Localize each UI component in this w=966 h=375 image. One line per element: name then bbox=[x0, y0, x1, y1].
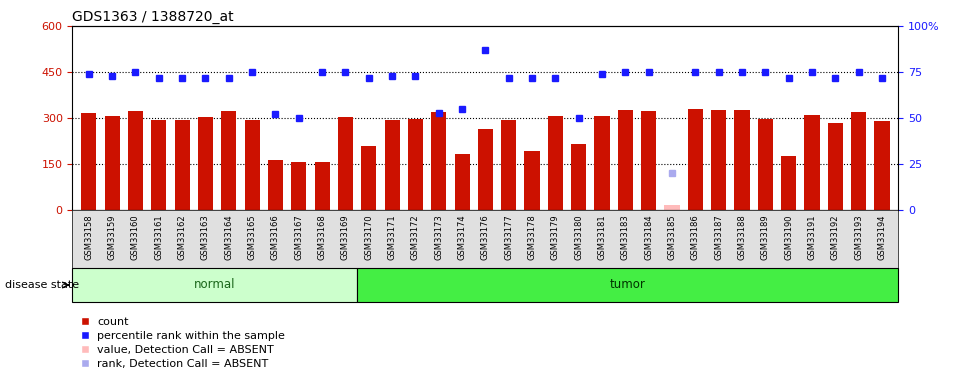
Text: GSM33174: GSM33174 bbox=[458, 214, 467, 260]
Legend: count, percentile rank within the sample, value, Detection Call = ABSENT, rank, : count, percentile rank within the sample… bbox=[78, 316, 285, 369]
Bar bbox=[268, 160, 283, 210]
Text: GSM33194: GSM33194 bbox=[877, 214, 887, 260]
Text: GSM33164: GSM33164 bbox=[224, 214, 233, 260]
Bar bbox=[478, 129, 493, 210]
Text: GSM33186: GSM33186 bbox=[691, 214, 700, 260]
Bar bbox=[618, 110, 633, 210]
Text: GSM33159: GSM33159 bbox=[107, 214, 117, 260]
Bar bbox=[361, 146, 377, 210]
Text: GSM33169: GSM33169 bbox=[341, 214, 350, 260]
Bar bbox=[244, 120, 260, 210]
Bar bbox=[408, 119, 423, 210]
Bar bbox=[828, 123, 843, 210]
Text: GSM33167: GSM33167 bbox=[295, 214, 303, 260]
Text: GSM33188: GSM33188 bbox=[738, 214, 747, 260]
Bar bbox=[641, 111, 656, 210]
Text: normal: normal bbox=[194, 279, 236, 291]
Bar bbox=[805, 115, 819, 210]
Text: GSM33181: GSM33181 bbox=[598, 214, 607, 260]
Text: GSM33162: GSM33162 bbox=[178, 214, 186, 260]
Bar bbox=[501, 120, 517, 210]
Bar bbox=[128, 111, 143, 210]
Text: GSM33191: GSM33191 bbox=[808, 214, 816, 260]
Bar bbox=[175, 120, 189, 210]
Bar bbox=[198, 117, 213, 210]
Bar bbox=[357, 268, 898, 302]
Text: GSM33172: GSM33172 bbox=[411, 214, 420, 260]
Bar bbox=[734, 111, 750, 210]
Text: GSM33173: GSM33173 bbox=[435, 214, 443, 260]
Bar bbox=[431, 112, 446, 210]
Text: GSM33192: GSM33192 bbox=[831, 214, 839, 260]
Text: GSM33158: GSM33158 bbox=[84, 214, 94, 260]
Bar bbox=[665, 206, 680, 210]
Text: GSM33176: GSM33176 bbox=[481, 214, 490, 260]
Text: GSM33160: GSM33160 bbox=[131, 214, 140, 260]
Text: GDS1363 / 1388720_at: GDS1363 / 1388720_at bbox=[72, 10, 234, 24]
Bar bbox=[152, 120, 166, 210]
Bar bbox=[594, 116, 610, 210]
Text: GSM33163: GSM33163 bbox=[201, 214, 210, 260]
Text: GSM33168: GSM33168 bbox=[318, 214, 327, 260]
Text: GSM33161: GSM33161 bbox=[155, 214, 163, 260]
Text: GSM33180: GSM33180 bbox=[574, 214, 583, 260]
Bar bbox=[454, 154, 469, 210]
Bar bbox=[851, 112, 867, 210]
Bar bbox=[781, 156, 796, 210]
Text: GSM33166: GSM33166 bbox=[270, 214, 280, 260]
Text: GSM33179: GSM33179 bbox=[551, 214, 560, 260]
Bar bbox=[571, 144, 586, 210]
Bar bbox=[221, 111, 237, 210]
Bar bbox=[874, 121, 890, 210]
Text: GSM33189: GSM33189 bbox=[761, 214, 770, 260]
Bar bbox=[525, 151, 540, 210]
Text: GSM33193: GSM33193 bbox=[854, 214, 864, 260]
Bar bbox=[315, 162, 329, 210]
Bar bbox=[104, 116, 120, 210]
Text: GSM33177: GSM33177 bbox=[504, 214, 513, 260]
Bar bbox=[384, 120, 400, 210]
Bar bbox=[711, 111, 726, 210]
Text: GSM33190: GSM33190 bbox=[784, 214, 793, 260]
Text: GSM33165: GSM33165 bbox=[247, 214, 257, 260]
Text: GSM33170: GSM33170 bbox=[364, 214, 373, 260]
Text: GSM33185: GSM33185 bbox=[668, 214, 676, 260]
Bar bbox=[81, 112, 97, 210]
Text: GSM33178: GSM33178 bbox=[527, 214, 536, 260]
Bar bbox=[688, 109, 703, 210]
Text: GSM33184: GSM33184 bbox=[644, 214, 653, 260]
Text: GSM33187: GSM33187 bbox=[714, 214, 724, 260]
Text: GSM33183: GSM33183 bbox=[621, 214, 630, 260]
Bar bbox=[291, 162, 306, 210]
Bar bbox=[757, 119, 773, 210]
Text: disease state: disease state bbox=[5, 280, 79, 290]
Text: tumor: tumor bbox=[610, 279, 645, 291]
Bar bbox=[72, 268, 357, 302]
Bar bbox=[338, 117, 353, 210]
Bar bbox=[548, 116, 563, 210]
Text: GSM33171: GSM33171 bbox=[387, 214, 397, 260]
